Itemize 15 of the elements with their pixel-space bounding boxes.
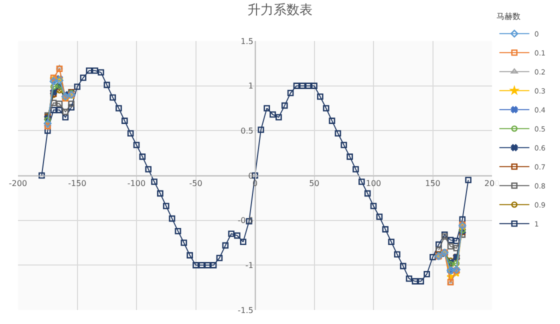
x-tick-label: -150 [68,179,86,188]
x-tick-label: -100 [127,179,146,188]
y-tick-label: 1 [248,82,254,91]
legend-title: 马赫数 [496,12,520,22]
y-tick-label: 1.5 [240,36,254,46]
y-tick-label: 0 [248,171,254,180]
x-tick-label: 100 [366,179,382,188]
y-tick-label: -1 [245,260,254,270]
x-tick-label: -50 [189,179,202,188]
x-tick-label: -200 [8,179,28,188]
y-tick-label: 0.5 [240,126,254,136]
x-tick-label: 150 [425,179,440,188]
y-tick-label: -1.5 [238,306,254,315]
chart-title: 升力系数表 [248,2,312,18]
x-tick-label: 50 [309,179,320,188]
